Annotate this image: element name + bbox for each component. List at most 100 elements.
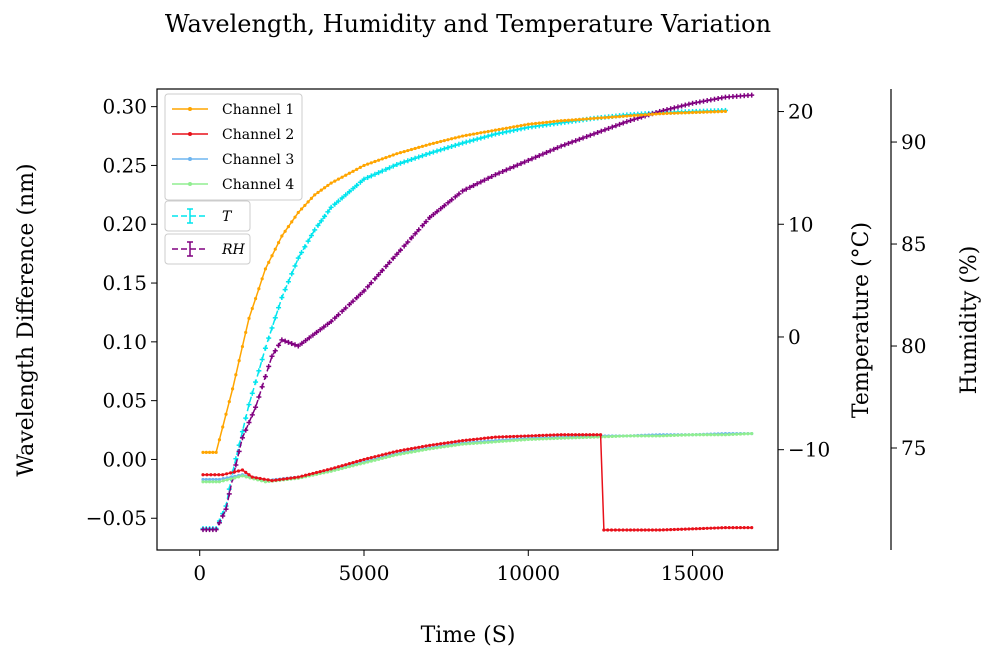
data-point bbox=[720, 109, 724, 114]
data-point bbox=[665, 434, 669, 438]
data-point bbox=[237, 359, 241, 363]
y-tick-label: 0.30 bbox=[102, 95, 147, 119]
data-point bbox=[598, 433, 603, 437]
data-point bbox=[559, 119, 563, 123]
legend-label: RH bbox=[221, 242, 246, 258]
data-point bbox=[533, 121, 538, 126]
data-point bbox=[384, 452, 388, 456]
data-point bbox=[234, 373, 238, 377]
data-point bbox=[603, 116, 607, 120]
data-point bbox=[636, 113, 640, 117]
data-point bbox=[344, 173, 348, 177]
data-point bbox=[387, 154, 392, 158]
data-point bbox=[446, 444, 450, 448]
data-point bbox=[468, 442, 472, 446]
data-point bbox=[257, 287, 261, 291]
data-point bbox=[512, 434, 516, 439]
data-point bbox=[258, 476, 262, 481]
data-point bbox=[482, 440, 487, 445]
data-point bbox=[581, 117, 585, 121]
data-point bbox=[515, 124, 519, 128]
data-point bbox=[541, 433, 545, 438]
data-point bbox=[391, 153, 395, 157]
data-point bbox=[373, 159, 377, 164]
data-point bbox=[530, 434, 534, 438]
data-point bbox=[398, 452, 403, 456]
data-point bbox=[643, 528, 647, 532]
series-line bbox=[203, 110, 726, 454]
data-point bbox=[207, 477, 212, 482]
series-channel-1 bbox=[201, 109, 728, 454]
data-point bbox=[544, 437, 549, 441]
data-point bbox=[588, 117, 592, 121]
data-point bbox=[599, 116, 603, 120]
data-point bbox=[650, 112, 655, 116]
data-point bbox=[705, 433, 709, 437]
data-point bbox=[236, 475, 241, 479]
y-tick-label: 0.20 bbox=[102, 212, 147, 236]
data-point bbox=[479, 131, 483, 135]
data-point bbox=[482, 130, 487, 134]
data-point bbox=[413, 449, 417, 454]
data-point bbox=[650, 434, 655, 438]
data-point bbox=[672, 433, 676, 438]
data-point bbox=[501, 127, 505, 131]
data-point bbox=[274, 478, 278, 482]
data-point bbox=[217, 477, 222, 482]
data-point bbox=[262, 477, 266, 481]
data-point bbox=[493, 435, 498, 439]
data-point bbox=[475, 437, 479, 441]
data-point bbox=[377, 454, 381, 458]
data-point bbox=[712, 433, 717, 437]
data-point bbox=[406, 148, 410, 153]
data-point bbox=[746, 526, 750, 530]
data-point bbox=[325, 468, 330, 472]
data-point bbox=[537, 437, 541, 441]
data-point bbox=[424, 447, 428, 452]
data-point bbox=[617, 528, 621, 532]
data-point bbox=[351, 169, 355, 173]
data-point bbox=[541, 121, 545, 125]
data-point bbox=[486, 440, 490, 444]
legend-label: Channel 4 bbox=[222, 177, 294, 193]
data-point bbox=[709, 526, 713, 530]
data-point bbox=[347, 171, 351, 175]
data-point bbox=[270, 254, 274, 258]
data-point bbox=[293, 215, 297, 219]
data-point bbox=[460, 439, 465, 443]
data-point bbox=[701, 526, 706, 531]
data-point bbox=[309, 196, 314, 200]
data-point bbox=[497, 435, 501, 439]
data-point bbox=[336, 177, 341, 181]
legend-label: Channel 2 bbox=[222, 127, 294, 143]
data-point bbox=[552, 436, 556, 441]
data-point bbox=[742, 432, 746, 436]
data-point bbox=[369, 459, 373, 463]
data-point bbox=[566, 436, 571, 440]
data-point bbox=[479, 441, 483, 445]
data-point bbox=[329, 469, 333, 473]
data-point bbox=[420, 144, 425, 148]
data-point bbox=[366, 162, 370, 166]
data-point bbox=[687, 527, 691, 531]
data-point bbox=[544, 120, 549, 124]
data-point bbox=[735, 526, 739, 530]
data-point bbox=[654, 112, 658, 116]
data-point bbox=[313, 193, 317, 197]
data-point bbox=[253, 296, 258, 301]
data-point bbox=[273, 247, 277, 251]
data-point bbox=[450, 137, 454, 141]
data-point bbox=[267, 260, 271, 264]
data-point bbox=[493, 128, 498, 132]
data-point bbox=[570, 118, 574, 122]
data-point bbox=[362, 457, 366, 462]
data-point bbox=[731, 432, 735, 437]
data-point bbox=[303, 203, 307, 208]
data-point bbox=[501, 439, 505, 443]
data-point bbox=[366, 460, 370, 464]
data-point bbox=[591, 433, 596, 437]
data-point bbox=[533, 434, 538, 438]
data-point bbox=[493, 440, 498, 444]
y3-tick-label: 90 bbox=[901, 130, 926, 154]
data-point bbox=[690, 110, 695, 115]
